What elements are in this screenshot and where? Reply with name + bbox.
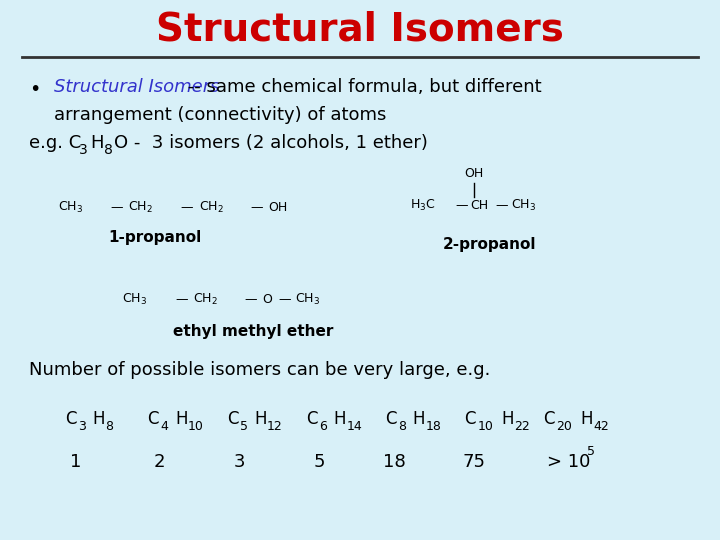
Text: C: C — [385, 409, 397, 428]
Text: 10: 10 — [188, 420, 204, 433]
Text: 14: 14 — [346, 420, 362, 433]
Text: CH: CH — [470, 199, 488, 212]
Text: —: — — [245, 293, 257, 306]
Text: 1-propanol: 1-propanol — [108, 230, 202, 245]
Text: CH$_3$: CH$_3$ — [122, 292, 148, 307]
Text: 20: 20 — [557, 420, 572, 433]
Text: C: C — [464, 409, 476, 428]
Text: CH$_2$: CH$_2$ — [128, 200, 153, 215]
Text: —: — — [175, 293, 187, 306]
Text: 75: 75 — [462, 453, 485, 471]
Text: C: C — [306, 409, 318, 428]
Text: C: C — [65, 409, 76, 428]
Text: H: H — [580, 409, 593, 428]
Text: CH$_3$: CH$_3$ — [295, 292, 320, 307]
Text: CH$_3$: CH$_3$ — [511, 198, 536, 213]
Text: C: C — [148, 409, 159, 428]
Text: H: H — [92, 409, 104, 428]
Text: —: — — [455, 199, 467, 212]
Text: —: — — [181, 201, 193, 214]
Text: 3: 3 — [78, 143, 87, 157]
Text: arrangement (connectivity) of atoms: arrangement (connectivity) of atoms — [54, 106, 387, 124]
Text: 18: 18 — [426, 420, 441, 433]
Text: 5: 5 — [587, 446, 595, 458]
Text: 12: 12 — [267, 420, 283, 433]
Text: 4: 4 — [161, 420, 168, 433]
Text: —: — — [251, 201, 263, 214]
Text: O -  3 isomers (2 alcohols, 1 ether): O - 3 isomers (2 alcohols, 1 ether) — [114, 134, 428, 152]
Text: 22: 22 — [514, 420, 530, 433]
Text: 18: 18 — [383, 453, 406, 471]
Text: Number of possible isomers can be very large, e.g.: Number of possible isomers can be very l… — [29, 361, 490, 379]
Text: 8: 8 — [398, 420, 406, 433]
Text: C: C — [227, 409, 238, 428]
Text: H$_3$C: H$_3$C — [410, 198, 436, 213]
Text: H: H — [333, 409, 346, 428]
Text: CH$_2$: CH$_2$ — [193, 292, 218, 307]
Text: 8: 8 — [104, 143, 112, 157]
Text: H: H — [175, 409, 187, 428]
Text: CH$_3$: CH$_3$ — [58, 200, 83, 215]
Text: OH: OH — [464, 167, 484, 180]
Text: C: C — [544, 409, 555, 428]
Text: 3: 3 — [78, 420, 86, 433]
Text: CH$_2$: CH$_2$ — [199, 200, 224, 215]
Text: 6: 6 — [319, 420, 327, 433]
Text: Structural Isomers: Structural Isomers — [54, 78, 220, 97]
Text: H: H — [90, 134, 104, 152]
Text: •: • — [29, 79, 40, 99]
Text: O: O — [262, 293, 272, 306]
Text: 1: 1 — [70, 453, 81, 471]
Text: 3: 3 — [234, 453, 246, 471]
Text: H: H — [254, 409, 266, 428]
Text: 10: 10 — [477, 420, 493, 433]
Text: OH: OH — [268, 201, 287, 214]
Text: H: H — [501, 409, 513, 428]
Text: > 10: > 10 — [547, 453, 590, 471]
Text: 2-propanol: 2-propanol — [443, 237, 536, 252]
Text: -- same chemical formula, but different: -- same chemical formula, but different — [182, 78, 541, 97]
Text: e.g. C: e.g. C — [29, 134, 81, 152]
Text: 5: 5 — [240, 420, 248, 433]
Text: 5: 5 — [313, 453, 325, 471]
Text: —: — — [110, 201, 122, 214]
Text: 42: 42 — [593, 420, 609, 433]
Text: —: — — [495, 199, 508, 212]
Text: —: — — [278, 293, 290, 306]
Text: 8: 8 — [105, 420, 113, 433]
Text: 2: 2 — [154, 453, 166, 471]
Text: H: H — [413, 409, 425, 428]
Text: Structural Isomers: Structural Isomers — [156, 11, 564, 49]
Text: ethyl methyl ether: ethyl methyl ether — [173, 323, 333, 339]
